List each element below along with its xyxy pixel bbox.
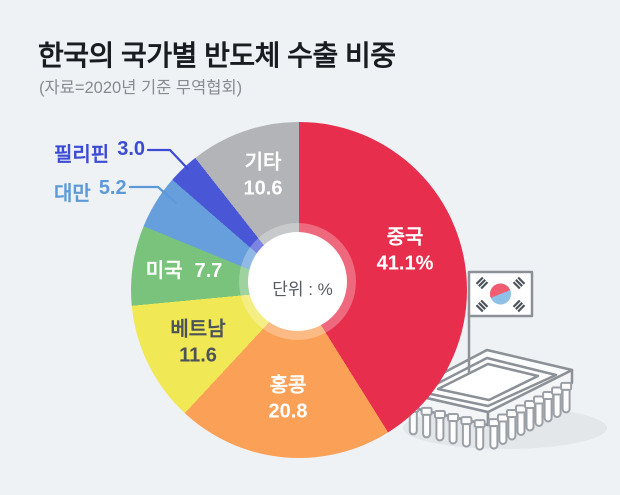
slice-label-hongkong: 홍콩 20.8	[269, 373, 308, 426]
slice-name: 필리핀	[54, 144, 110, 166]
slice-value: 3.0	[117, 138, 146, 160]
slice-name: 홍콩	[269, 374, 307, 397]
donut-hole: 단위 : %	[248, 232, 347, 331]
slice-name: 기타	[244, 151, 282, 174]
slice-value: 10.6	[243, 178, 283, 200]
slice-name: 베트남	[170, 318, 226, 341]
slice-value: 41.1%	[376, 253, 434, 275]
callout-label-philippines: 필리핀 3.0	[54, 138, 145, 167]
slice-value: 5.2	[98, 177, 127, 199]
slice-label-china: 중국 41.1%	[377, 225, 434, 278]
slice-label-vietnam: 베트남 11.6	[170, 317, 225, 370]
slice-value: 7.7	[194, 259, 223, 282]
callout-label-taiwan: 대만 5.2	[54, 177, 127, 206]
slice-label-etc: 기타 10.6	[244, 150, 283, 203]
slice-name: 미국	[145, 259, 183, 282]
slice-value: 20.8	[268, 401, 308, 423]
chip-illustration	[403, 270, 607, 451]
donut-chart: 단위 : %	[131, 122, 467, 458]
slice-name: 중국	[386, 226, 424, 249]
korean-flag-icon	[467, 270, 534, 318]
leader-line-philippines	[146, 148, 190, 171]
slice-value: 11.6	[179, 345, 217, 367]
taegeuk-icon	[490, 283, 511, 305]
source-note: (자료=2020년 기준 무역협회)	[39, 79, 243, 97]
slice-name: 대만	[54, 183, 91, 205]
unit-label: 단위 : %	[272, 280, 333, 299]
slice-label-usa: 미국 7.7	[146, 258, 223, 284]
page-title: 한국의 국가별 반도체 수출 비중	[38, 40, 396, 71]
trigram-icons	[475, 276, 526, 313]
